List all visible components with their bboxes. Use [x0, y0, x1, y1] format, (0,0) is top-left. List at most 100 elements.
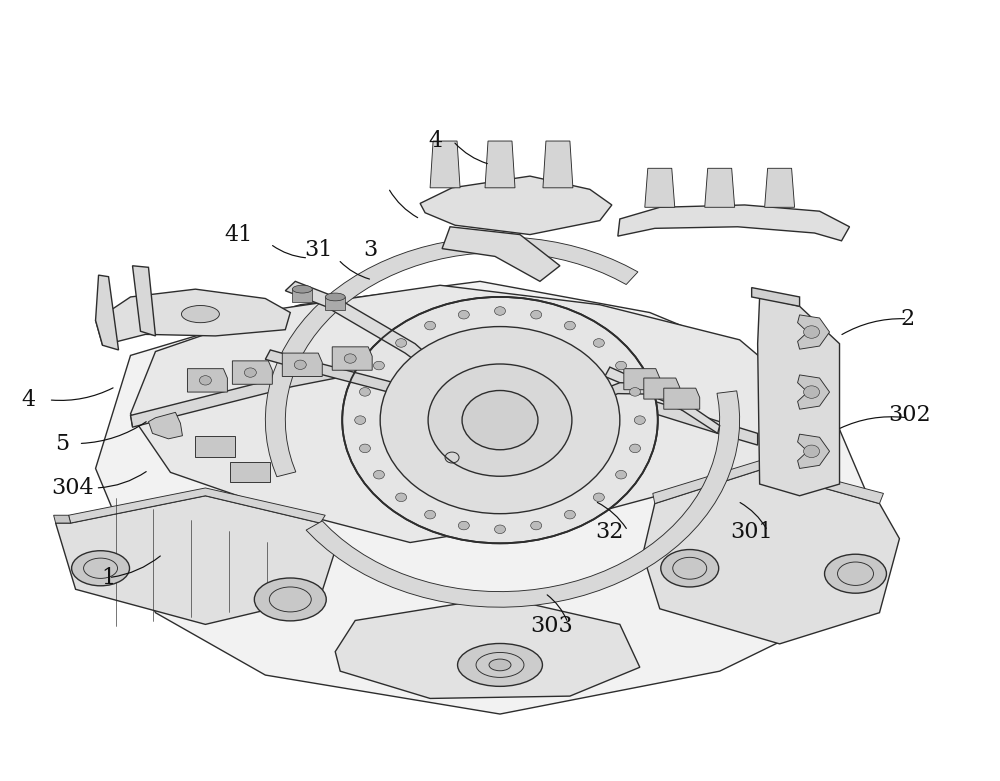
- Circle shape: [425, 321, 436, 330]
- Ellipse shape: [325, 293, 345, 301]
- Ellipse shape: [825, 555, 886, 594]
- Circle shape: [359, 444, 370, 453]
- Circle shape: [564, 510, 575, 519]
- Circle shape: [593, 339, 604, 348]
- Polygon shape: [325, 297, 345, 310]
- Circle shape: [616, 362, 627, 370]
- Circle shape: [380, 326, 620, 514]
- Polygon shape: [798, 315, 830, 349]
- Polygon shape: [56, 496, 335, 624]
- Text: 32: 32: [596, 522, 624, 544]
- Circle shape: [630, 444, 641, 453]
- Polygon shape: [485, 141, 515, 187]
- Text: 4: 4: [22, 389, 36, 411]
- Polygon shape: [624, 369, 660, 390]
- Polygon shape: [758, 297, 840, 496]
- Bar: [195, 437, 235, 457]
- Circle shape: [373, 362, 384, 370]
- Text: 5: 5: [56, 433, 70, 455]
- Polygon shape: [752, 287, 800, 306]
- Circle shape: [342, 297, 658, 544]
- Text: 4: 4: [428, 130, 442, 152]
- Circle shape: [804, 326, 820, 338]
- Text: 41: 41: [224, 223, 252, 245]
- Polygon shape: [558, 383, 670, 418]
- Ellipse shape: [489, 659, 511, 671]
- Polygon shape: [643, 470, 899, 644]
- Circle shape: [396, 339, 407, 348]
- Circle shape: [495, 525, 505, 533]
- Circle shape: [458, 310, 469, 319]
- Ellipse shape: [181, 305, 219, 323]
- Circle shape: [294, 360, 306, 369]
- Polygon shape: [765, 169, 795, 207]
- Text: 302: 302: [888, 405, 931, 426]
- Circle shape: [373, 470, 384, 479]
- Polygon shape: [131, 359, 372, 427]
- Circle shape: [359, 387, 370, 396]
- Ellipse shape: [254, 578, 326, 621]
- Polygon shape: [335, 597, 640, 698]
- Circle shape: [396, 493, 407, 501]
- Circle shape: [458, 521, 469, 530]
- Polygon shape: [265, 237, 638, 476]
- Circle shape: [355, 415, 366, 424]
- Circle shape: [593, 493, 604, 501]
- Polygon shape: [133, 266, 155, 336]
- Polygon shape: [292, 289, 312, 302]
- Circle shape: [630, 387, 641, 396]
- Ellipse shape: [661, 550, 719, 587]
- Circle shape: [244, 368, 256, 377]
- Circle shape: [804, 445, 820, 458]
- Polygon shape: [420, 176, 612, 234]
- Polygon shape: [131, 285, 800, 543]
- Polygon shape: [798, 434, 830, 469]
- Circle shape: [634, 415, 645, 424]
- Circle shape: [344, 354, 356, 363]
- Text: 31: 31: [304, 239, 332, 261]
- Text: 1: 1: [101, 566, 116, 589]
- Circle shape: [199, 376, 211, 385]
- Polygon shape: [232, 361, 272, 384]
- Circle shape: [564, 321, 575, 330]
- Polygon shape: [430, 141, 460, 187]
- Polygon shape: [306, 390, 740, 607]
- Text: 2: 2: [900, 308, 914, 330]
- Polygon shape: [644, 378, 680, 399]
- Text: 304: 304: [51, 477, 94, 499]
- Circle shape: [616, 470, 627, 479]
- Polygon shape: [96, 275, 119, 350]
- Polygon shape: [543, 141, 573, 187]
- Polygon shape: [798, 375, 830, 409]
- Ellipse shape: [292, 285, 312, 293]
- Polygon shape: [618, 390, 758, 445]
- Circle shape: [462, 390, 538, 450]
- Ellipse shape: [458, 644, 542, 686]
- Circle shape: [425, 510, 436, 519]
- Polygon shape: [282, 353, 322, 376]
- Polygon shape: [54, 515, 71, 523]
- Polygon shape: [645, 169, 675, 207]
- Bar: [230, 462, 270, 483]
- Polygon shape: [285, 281, 450, 383]
- Polygon shape: [187, 369, 227, 392]
- Polygon shape: [265, 350, 440, 414]
- Text: 303: 303: [531, 615, 573, 637]
- Polygon shape: [96, 289, 290, 345]
- Polygon shape: [664, 388, 700, 409]
- Polygon shape: [618, 205, 850, 241]
- Circle shape: [428, 364, 572, 476]
- Circle shape: [531, 521, 542, 530]
- Ellipse shape: [72, 551, 130, 586]
- Polygon shape: [653, 461, 883, 504]
- Polygon shape: [69, 488, 325, 523]
- Polygon shape: [96, 281, 869, 714]
- Circle shape: [531, 310, 542, 319]
- Circle shape: [495, 307, 505, 316]
- Polygon shape: [332, 347, 372, 370]
- Polygon shape: [148, 412, 182, 439]
- Text: 301: 301: [730, 522, 773, 544]
- Circle shape: [804, 386, 820, 398]
- Polygon shape: [605, 367, 720, 433]
- Polygon shape: [442, 226, 560, 281]
